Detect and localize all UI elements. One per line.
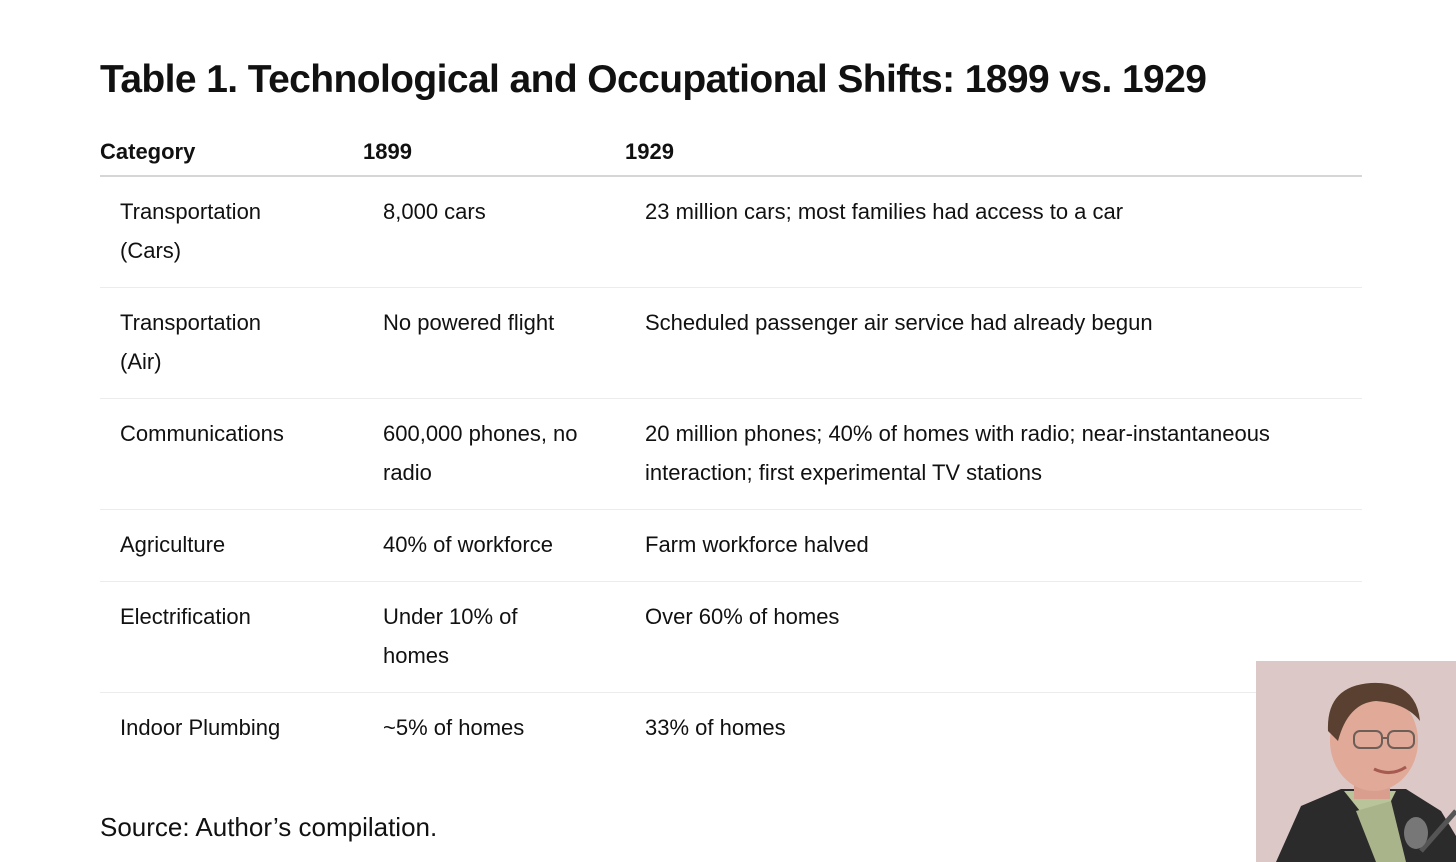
cell-1929: 20 million phones; 40% of homes with rad… bbox=[625, 398, 1362, 510]
header-1929: 1929 bbox=[625, 128, 1362, 177]
cell-1899: 8,000 cars bbox=[363, 176, 625, 288]
cell-category: Transportation (Cars) bbox=[100, 176, 363, 288]
cell-1929: 33% of homes bbox=[645, 715, 786, 740]
table-row: Agriculture 40% of workforce Farm workfo… bbox=[100, 509, 1362, 582]
header-row: Category 1899 1929 bbox=[100, 128, 1362, 177]
header-1899: 1899 bbox=[363, 128, 625, 177]
cell-category: Transportation (Air) bbox=[100, 287, 363, 399]
cell-category: Communications bbox=[100, 398, 363, 510]
cell-1899: No powered flight bbox=[363, 287, 625, 399]
cell-1929: Scheduled passenger air service had alre… bbox=[625, 287, 1362, 399]
header-category: Category bbox=[100, 128, 363, 177]
cell-1929: 23 million cars; most families had acces… bbox=[625, 176, 1362, 288]
table-row: Communications 600,000 phones, no radio … bbox=[100, 398, 1362, 510]
cell-1929: Over 60% of homes bbox=[625, 581, 1362, 693]
cell-category: Agriculture bbox=[100, 509, 363, 582]
table-row: Indoor Plumbing ~5% of homes 33% of home… bbox=[100, 693, 1362, 765]
table-row: Electrification Under 10% of homes Over … bbox=[100, 581, 1362, 693]
cell-category: Indoor Plumbing bbox=[120, 715, 281, 740]
table-title: Table 1. Technological and Occupational … bbox=[100, 58, 1207, 101]
cell-1899: 600,000 phones, no radio bbox=[363, 398, 625, 510]
cell-1899: 40% of workforce bbox=[363, 509, 625, 582]
table-row: Transportation (Cars) 8,000 cars 23 mill… bbox=[100, 176, 1362, 288]
cell-1899: ~5% of homes bbox=[383, 715, 525, 740]
cell-category: Electrification bbox=[100, 581, 363, 693]
speaker-video-thumbnail bbox=[1256, 661, 1456, 862]
cell-1929: Farm workforce halved bbox=[625, 509, 1362, 582]
source-note: Source: Author’s compilation. bbox=[100, 812, 438, 842]
speaker-portrait-icon bbox=[1256, 661, 1456, 862]
cell-1899: Under 10% of homes bbox=[363, 581, 625, 693]
data-table: Category 1899 1929 Transportation (Cars)… bbox=[100, 128, 1362, 764]
table-row: Transportation (Air) No powered flight S… bbox=[100, 287, 1362, 399]
